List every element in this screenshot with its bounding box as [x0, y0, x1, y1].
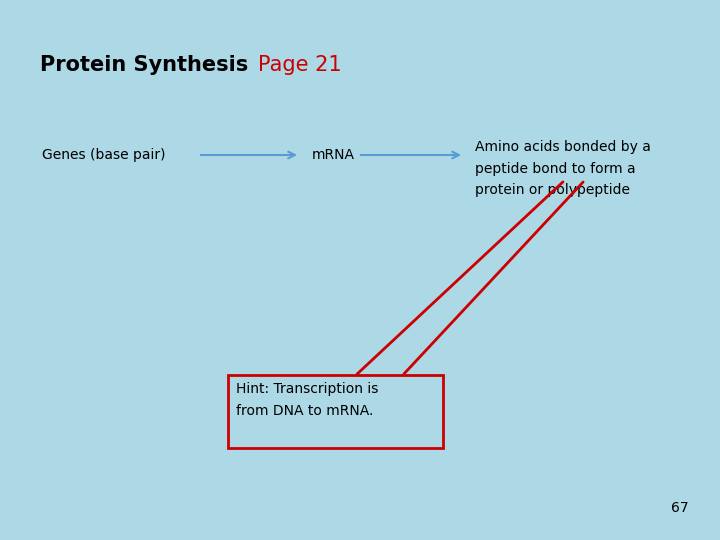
- Text: Page 21: Page 21: [258, 55, 341, 75]
- Bar: [228, 375, 443, 448]
- Text: Amino acids bonded by a
peptide bond to form a
protein or polypeptide: Amino acids bonded by a peptide bond to …: [475, 140, 651, 198]
- Text: Hint: Transcription is
from DNA to mRNA.: Hint: Transcription is from DNA to mRNA.: [236, 382, 379, 418]
- Text: Genes (base pair): Genes (base pair): [42, 148, 166, 162]
- Text: mRNA: mRNA: [312, 148, 355, 162]
- Text: 67: 67: [671, 501, 689, 515]
- Text: Protein Synthesis: Protein Synthesis: [40, 55, 248, 75]
